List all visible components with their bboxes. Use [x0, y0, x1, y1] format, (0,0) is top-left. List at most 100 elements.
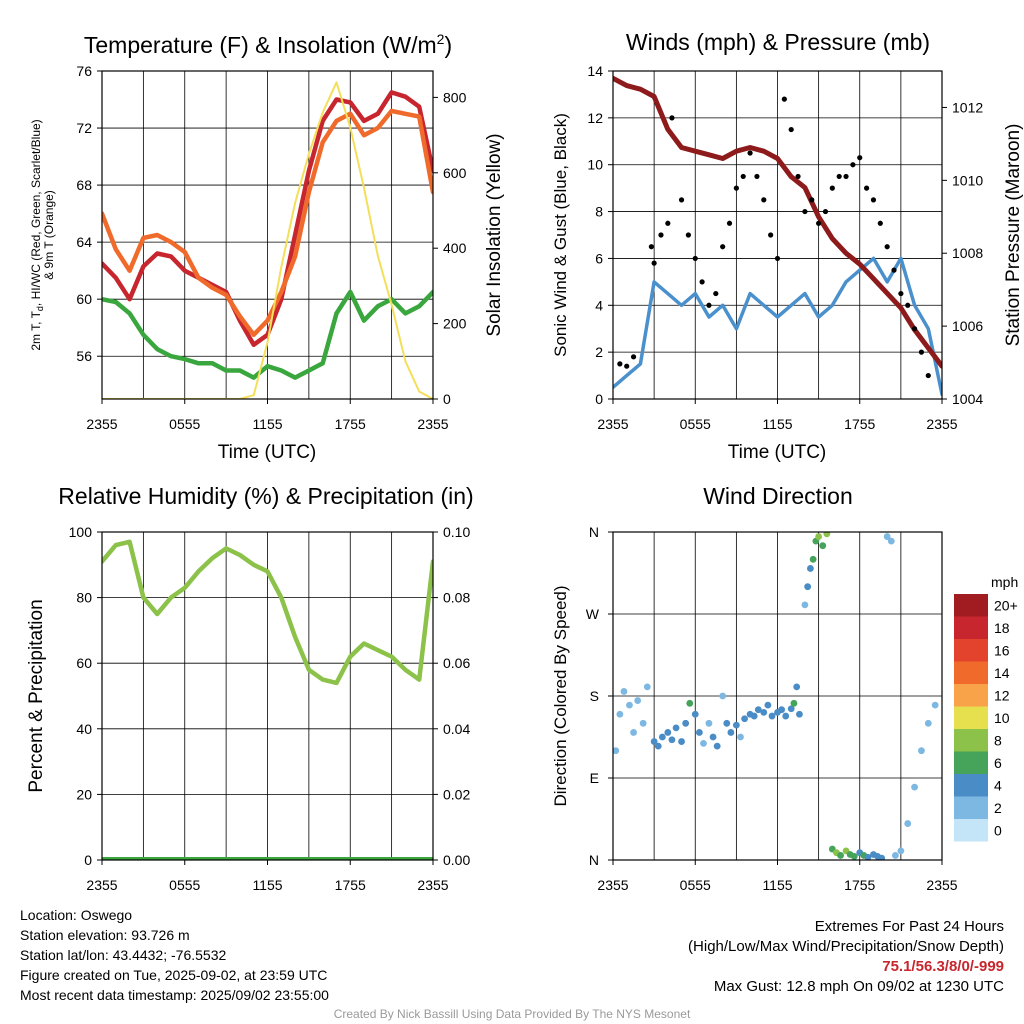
- direction-point: [809, 555, 817, 563]
- direction-point: [782, 712, 790, 720]
- direction-ylabel-left: Direction (Colored By Speed): [551, 585, 570, 806]
- direction-point: [918, 747, 925, 755]
- direction-point: [801, 601, 809, 609]
- direction-tick-label: N: [589, 852, 599, 868]
- y-tick-label-right: 0.00: [443, 852, 470, 868]
- direction-point: [634, 697, 642, 704]
- y-tick-label: 6: [595, 250, 603, 266]
- humidity-ylabel-left: Percent & Precipitation: [26, 599, 47, 792]
- y-tick-label-right: 0.06: [443, 655, 470, 671]
- x-tick-label: 0555: [680, 877, 711, 893]
- direction-point: [664, 729, 672, 736]
- direction-point: [719, 692, 727, 700]
- temperature-series: [102, 81, 433, 399]
- temperature-ylabel-left: 2m T, Td, HI/WC (Red, Green, Scarlet/Blu…: [29, 119, 45, 350]
- direction-point: [616, 710, 624, 718]
- direction-point: [741, 715, 748, 723]
- gust-point: [726, 220, 733, 226]
- extremes-info: Extremes For Past 24 Hours (High/Low/Max…: [688, 917, 1004, 997]
- gust-point: [706, 302, 712, 308]
- direction-point: [750, 712, 758, 720]
- gust-point: [898, 290, 904, 297]
- gust-point: [918, 349, 925, 355]
- direction-point: [837, 852, 844, 859]
- gust-point: [802, 208, 808, 215]
- temperature-title: Temperature (F) & Insolation (W/m2): [84, 31, 452, 58]
- x-tick-label: 1755: [335, 877, 366, 893]
- relative-humidity-line: [102, 539, 433, 686]
- temperature-series-line-0: [102, 90, 433, 348]
- winds-ylabel-right: Station Pressure (Maroon): [1003, 124, 1024, 347]
- y-tick-label-right: 400: [443, 240, 467, 256]
- gust-point: [816, 220, 822, 226]
- gust-point: [884, 244, 890, 250]
- y-tick-label-right: 1006: [952, 318, 983, 334]
- y-tick-label-right: 0.08: [443, 590, 470, 606]
- legend-label: 16: [994, 642, 1010, 658]
- gust-point: [651, 260, 657, 266]
- y-tick-label-right: 1010: [952, 172, 983, 188]
- gust-point: [836, 173, 842, 180]
- y-tick-label-right: 600: [443, 165, 467, 181]
- direction-point: [823, 532, 831, 538]
- x-tick-label: 1755: [335, 416, 366, 432]
- gust-point: [774, 255, 781, 262]
- direction-point: [723, 719, 731, 727]
- y-tick-label-right: 0: [443, 391, 451, 407]
- direction-point: [819, 542, 827, 550]
- temperature-xlabel: Time (UTC): [218, 442, 317, 463]
- gust-point: [857, 155, 863, 161]
- y-tick-label-right: 1012: [952, 99, 983, 115]
- temperature-ylabel-left-line2: & 9m T (Orange): [42, 190, 56, 280]
- extremes-heading: Extremes For Past 24 Hours: [814, 918, 1004, 935]
- winds-tick-labels: 2355 0555 1155 1755 235502468101214100410061…: [587, 63, 983, 432]
- humidity-grid: [102, 531, 433, 861]
- x-tick-label: 2355: [926, 416, 957, 432]
- gust-point: [822, 208, 829, 215]
- y-tick-label: 4: [595, 297, 603, 313]
- direction-point: [850, 852, 858, 860]
- legend-label: 0: [994, 822, 1002, 838]
- direction-point: [686, 699, 694, 707]
- direction-point: [897, 847, 905, 855]
- humidity-series: [102, 539, 433, 860]
- direction-series: [613, 532, 939, 860]
- temperature-series-line-3: [102, 81, 433, 399]
- direction-point: [887, 537, 895, 545]
- x-tick-label: 2355: [597, 877, 628, 893]
- station-pressure-line: [613, 75, 942, 369]
- gust-point: [617, 361, 623, 367]
- legend-swatch: [954, 796, 988, 819]
- x-tick-label: 2355: [926, 877, 957, 893]
- legend-swatch: [954, 616, 988, 639]
- gust-point: [905, 302, 911, 308]
- gust-point: [658, 232, 664, 238]
- legend-label: 2: [994, 800, 1002, 816]
- direction-point: [878, 854, 886, 860]
- direction-point: [807, 565, 814, 572]
- temperature-tick-labels: 2355 0555 1155 1755 2355 56 60 64 68 72 76 0 200 400 6…: [76, 63, 466, 432]
- speed-color-legend: mph 20+ 18 16 14 12 10 8 6 4 2 0: [954, 574, 1018, 842]
- y-tick-label-right: 1004: [952, 391, 983, 407]
- direction-point: [613, 747, 620, 755]
- direction-point: [626, 701, 633, 709]
- direction-grid: [613, 531, 942, 861]
- direction-point: [695, 729, 703, 736]
- gust-point: [713, 290, 719, 297]
- direction-title: Wind Direction: [703, 483, 853, 509]
- legend-label: 12: [994, 687, 1010, 703]
- x-tick-label: 0555: [169, 416, 200, 432]
- direction-point: [864, 853, 872, 860]
- gust-point: [870, 197, 877, 203]
- gust-point: [692, 255, 698, 262]
- gust-point: [850, 162, 856, 168]
- direction-point: [630, 729, 637, 736]
- direction-point: [787, 705, 795, 713]
- legend-swatch: [954, 819, 988, 842]
- gust-point: [768, 232, 774, 238]
- direction-tick-label: E: [590, 770, 599, 786]
- y-tick-label-right: 0.04: [443, 721, 470, 737]
- gust-point: [669, 115, 675, 121]
- gust-point: [624, 363, 630, 369]
- station-elevation: Station elevation: 93.726 m: [20, 927, 190, 943]
